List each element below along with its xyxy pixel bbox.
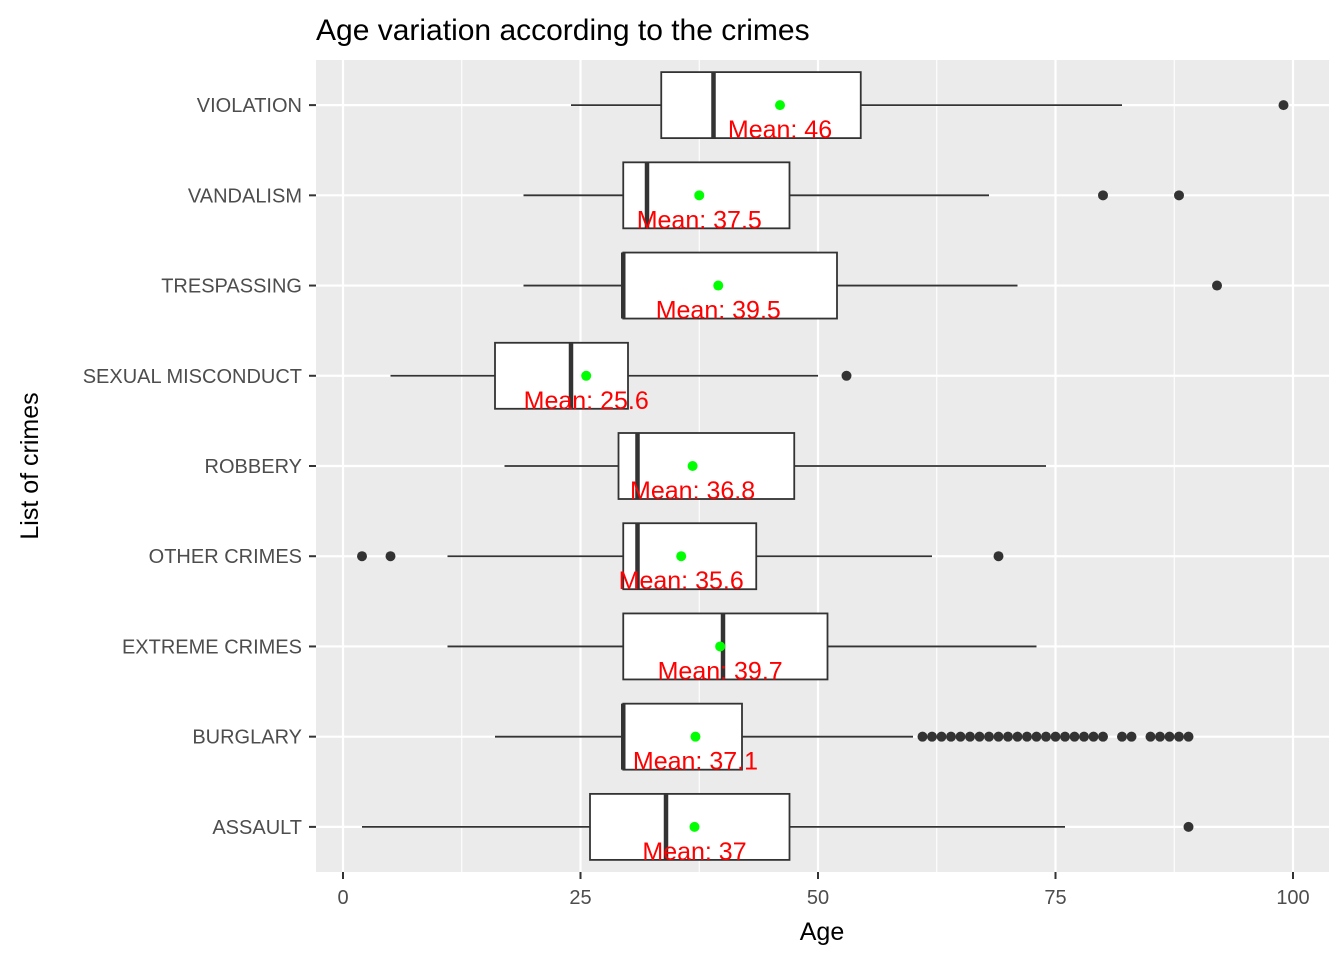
- outlier-point: [1155, 731, 1165, 742]
- outlier-point: [1003, 731, 1013, 742]
- x-tick-label: 0: [337, 887, 348, 909]
- outlier-point: [993, 731, 1004, 742]
- x-tick-label: 25: [569, 887, 591, 909]
- x-axis-title: Age: [800, 918, 844, 946]
- outlier-point: [1098, 731, 1108, 742]
- mean-label: Mean: 37.1: [633, 748, 758, 776]
- outlier-point: [927, 731, 937, 742]
- outlier-point: [1060, 731, 1070, 742]
- outlier-point: [984, 731, 994, 742]
- box-group: Mean: 35.6: [357, 522, 1004, 595]
- y-tick-label: EXTREME CRIMES: [122, 636, 302, 658]
- box: [617, 432, 796, 500]
- outlier-point: [993, 551, 1004, 562]
- outlier-point: [955, 731, 966, 742]
- box: [622, 612, 829, 681]
- outlier-point: [1164, 731, 1175, 742]
- outlier-point: [965, 731, 975, 742]
- mean-point: [581, 370, 592, 381]
- mean-label: Mean: 37: [642, 838, 746, 866]
- y-tick-label: VIOLATION: [197, 95, 302, 117]
- outlier-point: [1041, 731, 1051, 742]
- x-tick-label: 100: [1276, 887, 1309, 909]
- box-group: Mean: 25.6: [390, 341, 852, 415]
- outlier-point: [1183, 821, 1194, 832]
- axes: 0 25 50 75 100 ASSAULT BURGLARY EXTREME CRIMES O…: [83, 95, 1310, 909]
- mean-label: Mean: 39.5: [656, 297, 781, 325]
- y-tick-label: ASSAULT: [212, 817, 302, 839]
- box-group: Mean: 39.5: [523, 251, 1222, 325]
- outlier-point: [385, 551, 396, 562]
- mean-label: Mean: 36.8: [630, 477, 755, 505]
- outlier-point: [1012, 731, 1023, 742]
- mean-point: [687, 461, 698, 471]
- mean-point: [775, 100, 785, 111]
- y-tick-label: TRESPASSING: [161, 276, 302, 298]
- outlier-point: [1278, 100, 1289, 111]
- outlier-point: [1050, 731, 1061, 742]
- y-tick-label: ROBBERY: [205, 456, 302, 478]
- mean-label: Mean: 25.6: [524, 387, 649, 415]
- x-tick-label: 75: [1044, 887, 1066, 909]
- box-group: Mean: 37: [362, 792, 1194, 866]
- outlier-point: [1079, 731, 1089, 742]
- box: [622, 522, 758, 591]
- outlier-point: [917, 731, 928, 742]
- outlier-point: [1183, 731, 1194, 742]
- mean-point: [694, 190, 705, 201]
- mean-point: [715, 641, 726, 652]
- y-axis-title: List of crimes: [16, 392, 44, 539]
- outlier-point: [1126, 731, 1137, 742]
- outlier-point: [936, 731, 947, 742]
- mean-point: [713, 280, 724, 291]
- outlier-point: [841, 370, 852, 381]
- outlier-point: [974, 731, 985, 742]
- mean-label: Mean: 46: [728, 116, 832, 144]
- outlier-point: [1069, 731, 1080, 742]
- mean-label: Mean: 37.5: [637, 206, 762, 234]
- box: [660, 71, 862, 140]
- y-tick-label: BURGLARY: [192, 727, 302, 749]
- box: [622, 161, 791, 230]
- box-marks: Mean: 37 Mean: 37.1 Mean: 39.7 Mean: 35.6 Me…: [357, 71, 1289, 866]
- outlier-point: [1031, 731, 1042, 742]
- mean-point: [690, 731, 701, 742]
- mean-label: Mean: 39.7: [658, 657, 783, 685]
- box-group: Mean: 39.7: [447, 612, 1037, 685]
- outlier-point: [1145, 731, 1156, 742]
- outlier-point: [1174, 731, 1184, 742]
- mean-point: [689, 821, 700, 832]
- mean-point: [676, 551, 687, 562]
- box: [622, 251, 838, 320]
- outlier-point: [1174, 190, 1184, 201]
- box-group: Mean: 36.8: [504, 432, 1046, 505]
- x-tick-label: 50: [807, 887, 829, 909]
- box-group: Mean: 37.5: [523, 161, 1184, 234]
- box: [494, 341, 629, 410]
- y-tick-label: VANDALISM: [188, 185, 302, 207]
- chart-title: Age variation according to the crimes: [316, 14, 810, 47]
- outlier-point: [1117, 731, 1127, 742]
- box-group: Mean: 37.1: [495, 702, 1194, 776]
- outlier-point: [1022, 731, 1032, 742]
- outlier-point: [1088, 731, 1099, 742]
- box-group: Mean: 46: [571, 71, 1289, 144]
- outlier-point: [357, 551, 367, 562]
- y-tick-label: OTHER CRIMES: [149, 546, 302, 568]
- mean-label: Mean: 35.6: [619, 567, 744, 595]
- box: [622, 702, 743, 771]
- outlier-point: [1212, 280, 1222, 291]
- outlier-point: [946, 731, 956, 742]
- outlier-point: [1098, 190, 1108, 201]
- y-tick-label: SEXUAL MISCONDUCT: [83, 366, 302, 388]
